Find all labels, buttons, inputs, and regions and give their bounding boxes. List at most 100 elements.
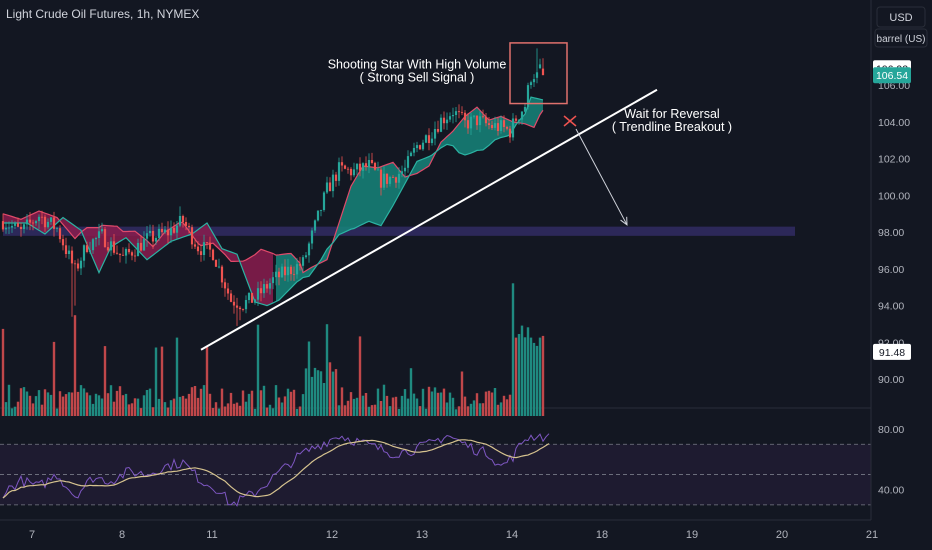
candle-body bbox=[286, 266, 290, 276]
volume-bar bbox=[517, 334, 521, 416]
candle-body bbox=[76, 263, 80, 269]
candle-body bbox=[262, 284, 266, 294]
volume-bar bbox=[421, 388, 425, 416]
candle-body bbox=[277, 271, 281, 278]
candle-body bbox=[124, 249, 128, 256]
candlesticks[interactable] bbox=[1, 48, 545, 326]
candle-body bbox=[226, 288, 230, 294]
candle-body bbox=[145, 233, 149, 239]
candle-body bbox=[46, 221, 50, 228]
candle-body bbox=[190, 227, 194, 245]
candle-body bbox=[163, 229, 167, 233]
volume-bar bbox=[175, 337, 179, 416]
volume-bar bbox=[130, 403, 134, 416]
time-axis[interactable]: 7 8 11 12 13 14 18 19 20 21 bbox=[0, 519, 878, 541]
volume-bar bbox=[199, 388, 203, 416]
time-tick-label: 21 bbox=[866, 529, 878, 541]
price-axis[interactable]: 110.00106.00104.00102.00100.0098.0096.00… bbox=[870, 0, 911, 520]
reversal-arrow bbox=[575, 128, 628, 226]
reversal-arrow-head bbox=[620, 216, 628, 226]
candle-body bbox=[73, 263, 77, 265]
volume-bar bbox=[493, 388, 497, 416]
candle-body bbox=[349, 168, 353, 176]
candle-body bbox=[172, 227, 176, 233]
volume-bar bbox=[202, 385, 206, 416]
price-badge-label: 106.54 bbox=[876, 70, 908, 82]
candle-body bbox=[133, 255, 137, 257]
candle-body bbox=[280, 266, 284, 278]
volume-bar bbox=[280, 402, 284, 416]
candle-body bbox=[244, 300, 248, 310]
candle-body bbox=[43, 216, 47, 228]
price-tick-label: 96.00 bbox=[878, 264, 904, 276]
volume-bar bbox=[28, 395, 32, 416]
drawings[interactable]: Shooting Star With High Volume( Strong S… bbox=[200, 42, 732, 351]
candle-body bbox=[220, 266, 224, 283]
volume-bar bbox=[34, 396, 38, 416]
candle-body bbox=[19, 226, 23, 230]
time-tick-labels: 7 8 11 12 13 14 18 19 20 21 bbox=[29, 529, 878, 541]
volume-bar bbox=[469, 403, 473, 416]
candle-body bbox=[127, 249, 131, 253]
volume-bar bbox=[70, 392, 74, 416]
candle-body bbox=[16, 223, 20, 227]
candle-body bbox=[502, 120, 506, 127]
candle-body bbox=[478, 116, 482, 126]
volume-bar bbox=[457, 406, 461, 416]
candle-body bbox=[325, 182, 329, 193]
volume-bar bbox=[292, 389, 296, 416]
volume-bar bbox=[127, 404, 131, 416]
volume-bar bbox=[283, 396, 287, 416]
cross-marker-b bbox=[563, 115, 577, 127]
resistance-zone bbox=[3, 226, 795, 236]
candle-body bbox=[538, 64, 542, 69]
volume-bar bbox=[538, 337, 542, 416]
volume-bar bbox=[61, 396, 65, 416]
volume-bar bbox=[274, 385, 278, 416]
unit-selector[interactable]: barrel (US) bbox=[874, 28, 928, 48]
candle-body bbox=[4, 227, 8, 230]
candle-body bbox=[121, 254, 125, 256]
candle-body bbox=[490, 125, 494, 128]
candle-body bbox=[541, 68, 545, 76]
volume-bar bbox=[121, 395, 125, 416]
volume-bar bbox=[349, 392, 353, 416]
candle-body bbox=[421, 142, 425, 150]
candle-body bbox=[334, 174, 338, 181]
volume-bar bbox=[94, 393, 98, 416]
rsi-pane[interactable] bbox=[0, 407, 871, 506]
annotation-text: Wait for Reversal bbox=[624, 107, 719, 121]
volume-bar bbox=[508, 394, 512, 416]
candle-body bbox=[154, 238, 158, 242]
volume-bar bbox=[364, 393, 368, 416]
currency-selector[interactable]: USD bbox=[876, 6, 926, 28]
volume-bar bbox=[541, 335, 545, 416]
candle-body bbox=[499, 120, 503, 131]
volume-bar bbox=[271, 408, 275, 416]
volume-bar bbox=[277, 397, 281, 416]
volume-bar bbox=[49, 394, 53, 416]
candle-body bbox=[106, 247, 110, 251]
price-tick-label: 104.00 bbox=[878, 117, 910, 129]
candle-body bbox=[223, 282, 227, 289]
volume-bar bbox=[460, 371, 464, 416]
volume-bar bbox=[490, 392, 494, 416]
candle-body bbox=[415, 145, 419, 149]
candle-body bbox=[364, 163, 368, 168]
volume-bar bbox=[58, 391, 62, 416]
support-zones bbox=[3, 226, 795, 236]
candle-body bbox=[526, 85, 530, 107]
volume-bar bbox=[73, 315, 77, 416]
volume-bar bbox=[367, 406, 371, 416]
volume-bar bbox=[412, 393, 416, 416]
volume-bar bbox=[100, 398, 104, 416]
candle-body bbox=[34, 221, 38, 224]
rsi-tick-label: 80.00 bbox=[878, 424, 904, 436]
volume-bar bbox=[433, 387, 437, 416]
volume-bar bbox=[319, 371, 323, 416]
volume-bar bbox=[160, 346, 164, 416]
volume-bar bbox=[466, 406, 470, 416]
volume-bar bbox=[196, 397, 200, 416]
